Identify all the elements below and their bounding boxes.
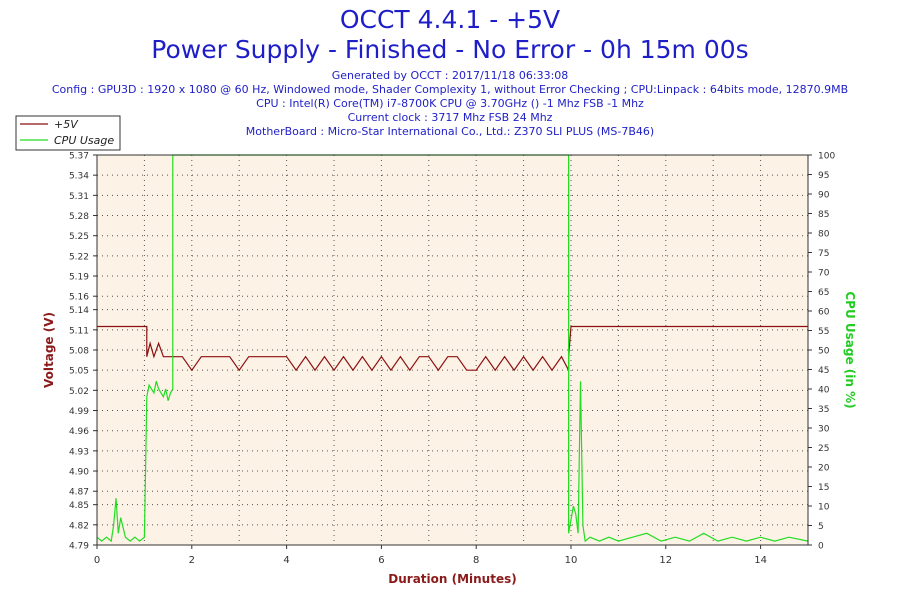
y2-tick-label: 50 xyxy=(818,347,830,357)
y2-tick-label: 0 xyxy=(818,542,824,552)
y2-tick-label: 35 xyxy=(818,405,829,415)
y2-tick-label: 90 xyxy=(818,191,830,201)
axes: 4.79 4.82 4.85 4.87 4.90 4.93 4.96 4.99 5.02 5.05… xyxy=(42,152,857,587)
x-tick-label: 10 xyxy=(565,555,578,566)
clock-info: Current clock : 3717 Mhz FSB 24 Mhz xyxy=(347,111,553,124)
y-tick-label: 5.22 xyxy=(69,252,89,262)
config-info: Config : GPU3D : 1920 x 1080 @ 60 Hz, Wi… xyxy=(51,83,849,96)
y2-tick-label: 100 xyxy=(818,152,835,162)
y-tick-label: 5.25 xyxy=(69,232,89,242)
x-tick-label: 4 xyxy=(283,555,289,566)
legend-label: CPU Usage xyxy=(54,134,114,147)
y-tick-label: 5.19 xyxy=(69,273,89,283)
y2-tick-label: 85 xyxy=(818,210,829,220)
y2-tick-label: 30 xyxy=(818,425,830,435)
y-tick-label: 5.02 xyxy=(69,387,89,397)
y-tick-label: 5.31 xyxy=(69,192,89,202)
x-tick-label: 0 xyxy=(94,555,100,566)
y2-tick-label: 20 xyxy=(818,464,830,474)
y2-tick-label: 95 xyxy=(818,171,829,181)
x-tick-label: 2 xyxy=(189,555,195,566)
y2-tick-label: 70 xyxy=(818,269,830,279)
legend-label: +5V xyxy=(54,118,79,131)
y2-tick-label: 75 xyxy=(818,249,829,259)
y-tick-label: 4.96 xyxy=(69,427,89,437)
y-axis-label: Voltage (V) xyxy=(42,312,56,388)
y-tick-label: 5.37 xyxy=(69,152,89,162)
y2-tick-label: 65 xyxy=(818,288,829,298)
chart-subtitle: Power Supply - Finished - No Error - 0h … xyxy=(151,35,749,64)
chart-title: OCCT 4.4.1 - +5V xyxy=(339,5,561,34)
y-tick-label: 5.05 xyxy=(69,367,89,377)
y-tick-label: 4.99 xyxy=(69,407,89,417)
y-tick-label: 4.93 xyxy=(69,447,89,457)
y-tick-label: 5.08 xyxy=(69,347,89,357)
y-tick-label: 4.82 xyxy=(69,521,89,531)
legend-box xyxy=(15,115,121,151)
x-tick-label: 14 xyxy=(754,555,767,566)
y-tick-label: 5.28 xyxy=(69,212,89,222)
x-tick-label: 12 xyxy=(659,555,672,566)
x-tick-label: 8 xyxy=(473,555,479,566)
y2-tick-label: 45 xyxy=(818,366,829,376)
y2-tick-label: 15 xyxy=(818,483,829,493)
y2-tick-label: 10 xyxy=(818,503,830,513)
y-tick-label: 5.14 xyxy=(69,306,89,316)
y2-tick-label: 60 xyxy=(818,308,830,318)
x-tick-label: 6 xyxy=(378,555,384,566)
y-tick-label: 4.87 xyxy=(69,488,89,498)
series-line xyxy=(97,325,808,372)
motherboard-info: MotherBoard : Micro-Star International C… xyxy=(245,125,655,138)
y2-axis-label: CPU Usage (in %) xyxy=(843,291,857,408)
x-axis-label: Duration (Minutes) xyxy=(388,572,516,586)
y2-tick-label: 40 xyxy=(818,386,830,396)
grid-lines xyxy=(97,155,808,545)
y-tick-label: 5.34 xyxy=(69,172,89,182)
y2-tick-label: 55 xyxy=(818,327,829,337)
cpu-info: CPU : Intel(R) Core(TM) i7-8700K CPU @ 3… xyxy=(256,97,644,110)
y-tick-label: 4.85 xyxy=(69,501,89,511)
y-tick-label: 4.79 xyxy=(69,542,89,552)
y2-tick-label: 5 xyxy=(818,522,824,532)
generated-info: Generated by OCCT : 2017/11/18 06:33:08 xyxy=(331,69,569,82)
y-tick-label: 5.11 xyxy=(69,326,89,336)
y2-tick-label: 25 xyxy=(818,444,829,454)
y2-tick-label: 80 xyxy=(818,230,830,240)
y-tick-label: 4.90 xyxy=(69,468,89,478)
y-tick-label: 5.16 xyxy=(69,293,89,303)
legend: +5V CPU Usage xyxy=(15,115,121,151)
